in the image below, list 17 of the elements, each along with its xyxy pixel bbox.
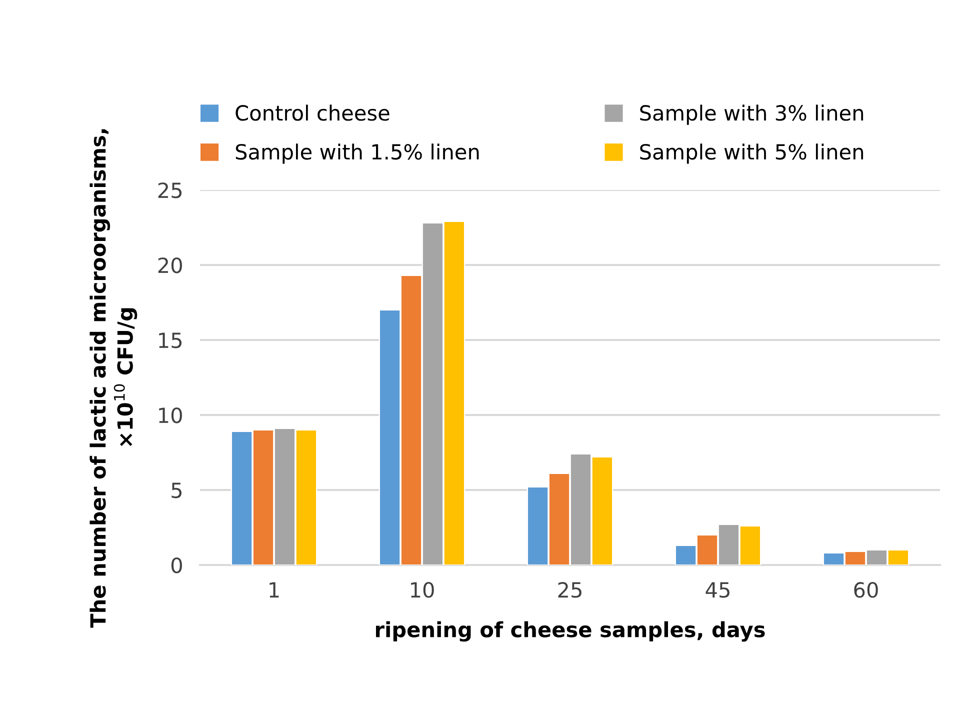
x-tick-label: 10 [411, 582, 434, 598]
x-axis-title: ripening of cheese samples, days [376, 621, 765, 642]
y-axis-title: The number of lactic acid microorganisms, ×10$^{10}$ CFU/g [90, 129, 138, 628]
y-tick-label: 10 [159, 407, 182, 424]
x-tick-label: 1 [270, 582, 279, 598]
y-tick-label: 15 [159, 332, 182, 348]
y-tick-label: 25 [158, 182, 182, 198]
legend-label: Sample with 5% linen [640, 144, 864, 164]
legend-label: Control cheese [236, 104, 390, 121]
x-tick-label: 25 [558, 582, 582, 598]
x-tick-label: 60 [854, 582, 878, 598]
legend-label: Sample with 3% linen [640, 104, 864, 125]
x-tick-label: 45 [706, 582, 730, 598]
y-tick-label: 0 [171, 557, 182, 574]
legend-label: Sample with 1.5% linen [236, 144, 479, 164]
y-tick-label: 20 [158, 257, 182, 274]
y-tick-label: 5 [172, 482, 182, 498]
